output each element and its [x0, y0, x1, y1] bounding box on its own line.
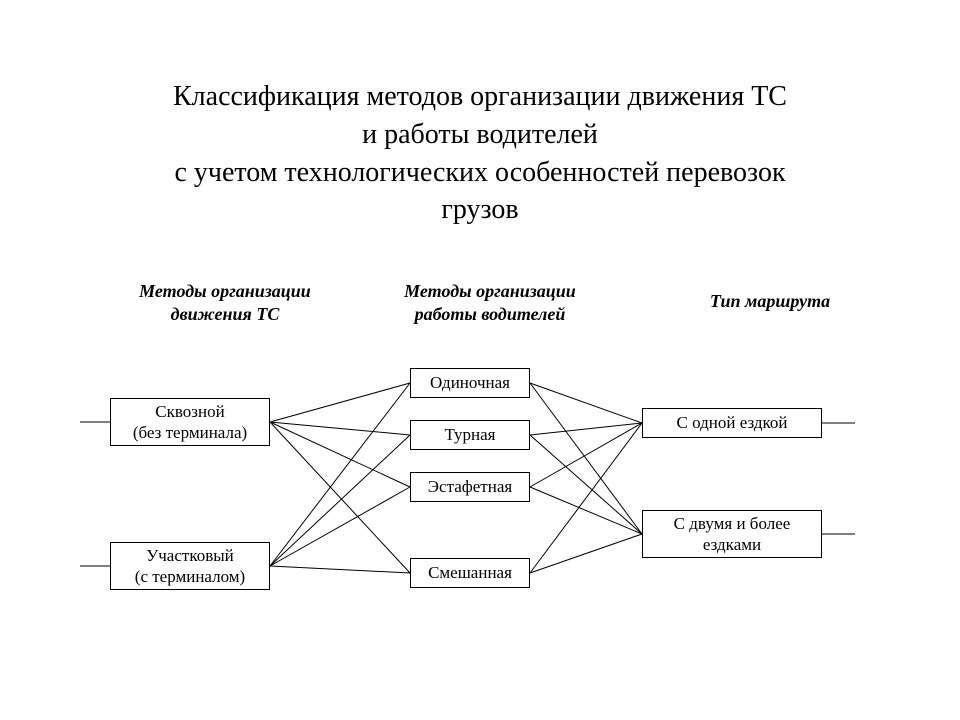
title-line-3: с учетом технологических особенностей пе…: [174, 157, 785, 188]
node-right-1: С одной ездкой: [642, 408, 822, 438]
node-mid-1: Одиночная: [410, 368, 530, 398]
node-mid-3: Эстафетная: [410, 472, 530, 502]
node-mid-2: Турная: [410, 420, 530, 450]
node-right-2: С двумя и болееездками: [642, 510, 822, 558]
node-left-1: Сквозной(без терминала): [110, 398, 270, 446]
header-col3: Тип маршрута: [680, 290, 860, 313]
title-line-2: и работы водителей: [362, 119, 598, 150]
title-line-1: Классификация методов организации движен…: [173, 81, 787, 112]
diagram-canvas: Методы организациидвижения ТС Методы орг…: [0, 260, 960, 720]
header-col1: Методы организациидвижения ТС: [125, 280, 325, 325]
node-left-2: Участковый(с терминалом): [110, 542, 270, 590]
title-line-4: грузов: [441, 194, 518, 225]
header-col2: Методы организацииработы водителей: [380, 280, 600, 325]
page-title: Классификация методов организации движен…: [0, 0, 960, 229]
node-mid-4: Смешанная: [410, 558, 530, 588]
